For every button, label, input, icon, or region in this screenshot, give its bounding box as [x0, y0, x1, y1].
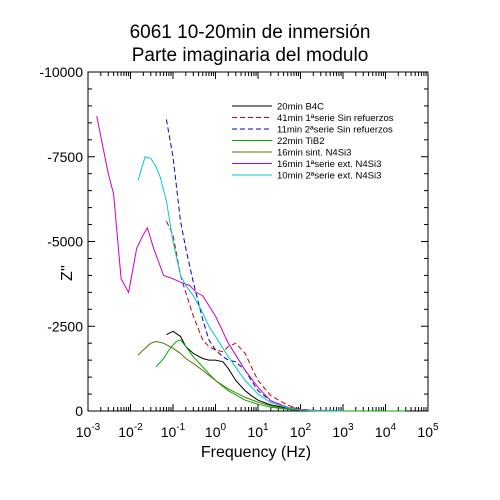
series-line-1: [166, 330, 344, 412]
legend-label: 22min TiB2: [277, 136, 325, 147]
chart-title: 6061 10-20min de inmersión: [129, 22, 371, 43]
legend-label: 10min 2ªserie ext. N4Si3: [277, 171, 381, 182]
y-tick-label: -5000: [47, 234, 83, 250]
x-axis-label: Frequency (Hz): [201, 444, 311, 461]
series-line-2: [165, 220, 331, 412]
y-tick-label: -7500: [47, 149, 83, 165]
x-tick-label: 10-3: [76, 422, 101, 440]
y-axis-label: Z'': [59, 265, 76, 281]
y-tick-label: -10000: [39, 64, 83, 80]
x-tick-label: 103: [332, 422, 354, 440]
series-line-4: [155, 339, 406, 412]
y-tick-label: 0: [75, 403, 83, 419]
legend-label: 11min 2ªserie Sin refuerzos: [277, 125, 393, 136]
chart-subtitle: Parte imaginaria del modulo: [131, 45, 369, 66]
x-tick-label: 102: [290, 422, 312, 440]
legend-label: 16min 1ªserie ext. N4Si3: [277, 159, 381, 170]
legend-label: 16min sint. N4Si3: [277, 148, 351, 159]
y-tick-label: -2500: [47, 318, 83, 334]
series-line-7: [137, 156, 344, 412]
legend-label: 20min B4C: [277, 102, 324, 113]
series-line-5: [137, 340, 331, 412]
x-tick-label: 10-1: [161, 422, 186, 440]
x-tick-label: 104: [375, 422, 397, 440]
x-tick-label: 105: [417, 422, 439, 440]
x-tick-label: 10-2: [118, 422, 143, 440]
x-tick-label: 101: [247, 422, 269, 440]
legend-label: 41min 1ªserie Sin refuerzos: [277, 113, 394, 124]
x-tick-label: 100: [205, 422, 227, 440]
